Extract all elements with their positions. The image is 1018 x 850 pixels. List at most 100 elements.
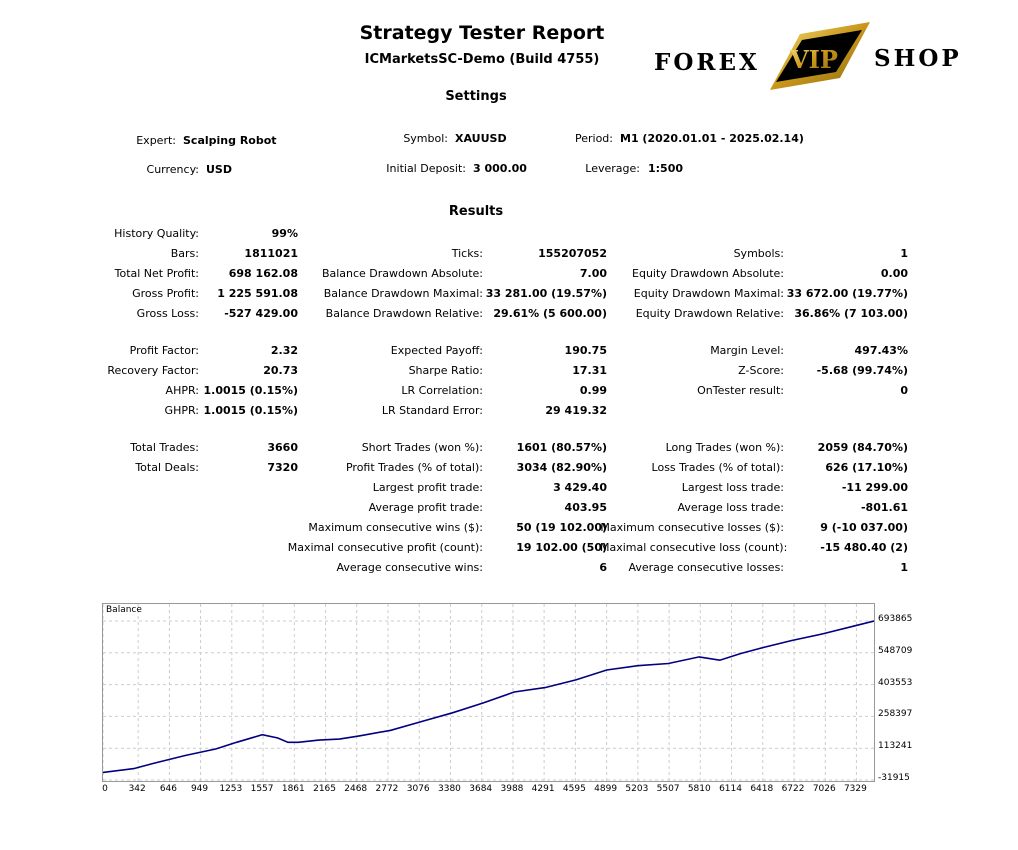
balance-point <box>544 686 546 689</box>
symbol-value: XAUUSD <box>455 132 507 145</box>
result-value: 698 162.08 <box>228 267 298 280</box>
result-value: -5.68 (99.74%) <box>816 364 908 377</box>
x-tick-label: 5507 <box>656 784 680 794</box>
result-value: 50 (19 102.00) <box>516 521 607 534</box>
result-value: -11 299.00 <box>841 481 908 494</box>
x-tick-label: 1253 <box>219 784 243 794</box>
result-label: Recovery Factor: <box>107 364 199 377</box>
result-label: Maximal consecutive profit (count): <box>287 541 483 554</box>
x-tick-label: 3380 <box>438 784 461 794</box>
x-tick-label: 646 <box>159 784 177 794</box>
balance-chart-svg <box>102 604 875 781</box>
x-tick-label: 2165 <box>313 784 336 794</box>
result-value: 1 225 591.08 <box>217 287 298 300</box>
result-label: AHPR: <box>165 384 199 397</box>
x-tick-label: 3076 <box>406 784 430 794</box>
currency-label: Currency: <box>146 163 199 176</box>
result-label: Sharpe Ratio: <box>408 364 483 377</box>
balance-point <box>287 741 289 743</box>
result-label: Gross Profit: <box>132 287 199 300</box>
balance-point <box>390 729 392 731</box>
result-label: Maximal consecutive loss (count): <box>600 541 788 554</box>
result-label: Bars: <box>170 247 199 260</box>
result-label: Equity Drawdown Maximal: <box>633 287 784 300</box>
result-label: Loss Trades (% of total): <box>651 461 784 474</box>
balance-point <box>338 738 341 740</box>
results-heading: Results <box>448 204 504 219</box>
result-label: LR Correlation: <box>401 384 483 397</box>
expert-value: Scalping Robot <box>183 134 277 147</box>
result-label: Average loss trade: <box>677 501 784 514</box>
deposit-label: Initial Deposit: <box>386 162 466 175</box>
result-value: 17.31 <box>572 364 607 377</box>
result-label: Symbols: <box>733 247 784 260</box>
x-tick-label: 1861 <box>281 784 305 794</box>
balance-point <box>359 735 361 737</box>
result-label: Largest loss trade: <box>681 481 784 494</box>
balance-point <box>153 762 155 764</box>
result-value: -527 429.00 <box>224 307 298 320</box>
result-label: History Quality: <box>114 227 199 240</box>
result-value: 403.95 <box>564 501 607 514</box>
result-value: -15 480.40 (2) <box>820 541 908 554</box>
balance-point <box>102 771 104 773</box>
result-value: 3034 (82.90%) <box>516 461 607 474</box>
result-value: 2059 (84.70%) <box>817 441 908 454</box>
balance-point <box>277 737 279 739</box>
balance-point <box>791 639 793 642</box>
x-tick-label: 0 <box>102 784 108 794</box>
result-label: Ticks: <box>451 247 483 260</box>
balance-point <box>739 653 741 655</box>
result-label: LR Standard Error: <box>381 404 483 417</box>
x-tick-label: 4291 <box>531 784 555 794</box>
balance-point <box>513 691 515 693</box>
result-value: 9 (-10 037.00) <box>820 521 908 534</box>
result-label: Largest profit trade: <box>372 481 483 494</box>
leverage-label: Leverage: <box>585 162 640 175</box>
report-title: Strategy Tester Report <box>359 22 605 44</box>
result-value: 0 <box>900 384 908 397</box>
balance-point <box>667 662 670 665</box>
result-value: 36.86% (7 103.00) <box>794 307 908 320</box>
x-tick-label: 3684 <box>469 784 493 794</box>
x-tick-label: 4595 <box>562 784 586 794</box>
result-value: 2.32 <box>270 344 298 357</box>
result-label: Margin Level: <box>710 344 784 357</box>
result-label: Total Trades: <box>130 441 199 454</box>
chart-title: Balance <box>106 605 142 615</box>
result-value: 1 <box>900 561 908 574</box>
forex-vip-shop-logo: FOREX VIP SHOP <box>654 22 959 90</box>
y-tick-label: 258397 <box>878 709 913 720</box>
result-value: 19 102.00 (50) <box>516 541 607 554</box>
result-value: 3 429.40 <box>553 481 607 494</box>
balance-point <box>606 669 608 671</box>
result-value: 7.00 <box>579 267 607 280</box>
period-value: M1 (2020.01.01 - 2025.02.14) <box>620 132 804 145</box>
currency-value: USD <box>206 163 232 176</box>
settings-heading: Settings <box>445 89 507 104</box>
balance-point <box>133 768 135 770</box>
result-label: Balance Drawdown Absolute: <box>321 267 483 280</box>
result-value: 29 419.32 <box>545 404 607 417</box>
result-label: Average consecutive losses: <box>628 561 784 574</box>
balance-point <box>421 720 423 723</box>
result-label: Long Trades (won %): <box>665 441 784 454</box>
balance-point <box>215 748 217 750</box>
x-tick-label: 3988 <box>500 784 524 794</box>
result-label: Equity Drawdown Absolute: <box>632 267 784 280</box>
svg-text:FOREX: FOREX <box>654 49 760 76</box>
result-value: 1811021 <box>244 247 298 260</box>
result-value: 0.00 <box>880 267 908 280</box>
balance-point <box>318 739 320 741</box>
report-subtitle: ICMarketsSC-Demo (Build 4755) <box>364 52 600 67</box>
x-tick-label: 6114 <box>719 784 742 794</box>
balance-point <box>822 633 824 635</box>
balance-line <box>102 620 875 774</box>
result-value: 20.73 <box>263 364 298 377</box>
result-value: -801.61 <box>860 501 908 514</box>
x-tick-label: 4899 <box>594 784 618 794</box>
symbol-label: Symbol: <box>403 132 448 145</box>
y-tick-label: 693865 <box>878 614 913 624</box>
x-tick-label: 6722 <box>781 784 805 794</box>
result-value: 626 (17.10%) <box>825 461 908 474</box>
